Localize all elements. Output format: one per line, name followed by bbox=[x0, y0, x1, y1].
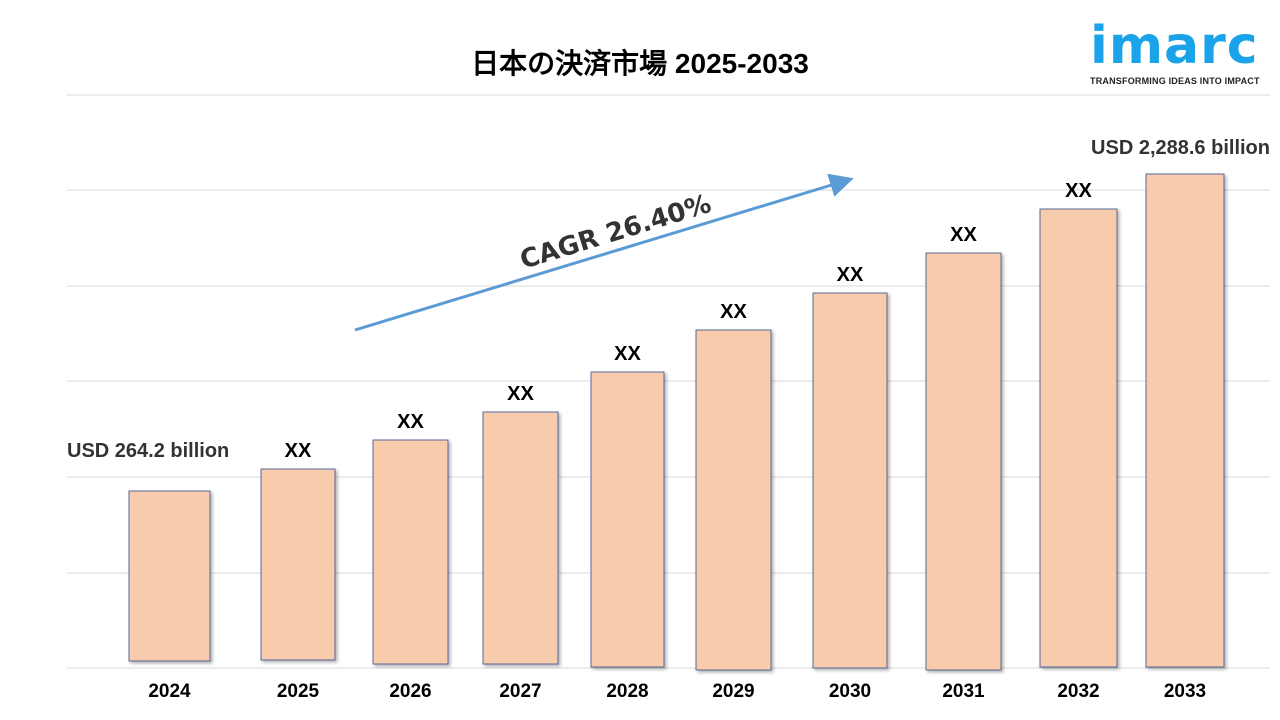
x-tick-label-2028: 2028 bbox=[606, 681, 648, 702]
data-label-2027: XX bbox=[507, 383, 534, 405]
cagr-label: CAGR 26.40% bbox=[517, 189, 715, 276]
cagr-arrow bbox=[354, 173, 854, 332]
data-label-2030: XX bbox=[837, 264, 864, 286]
data-label-2028: XX bbox=[614, 343, 641, 365]
data-label-2025: XX bbox=[285, 440, 312, 462]
data-label-2029: XX bbox=[720, 301, 747, 323]
x-tick-label-2024: 2024 bbox=[148, 681, 191, 702]
data-label-2026: XX bbox=[397, 411, 424, 433]
bar-2024 bbox=[128, 490, 211, 662]
logo-word: imarc bbox=[1090, 16, 1259, 76]
data-label-2033: USD 2,288.6 billion bbox=[1091, 137, 1270, 159]
bar-2032 bbox=[1039, 208, 1118, 668]
bar-2027 bbox=[482, 411, 559, 665]
x-tick-label-2032: 2032 bbox=[1057, 681, 1099, 702]
x-tick-label-2025: 2025 bbox=[277, 681, 320, 702]
data-label-2024: USD 264.2 billion bbox=[67, 440, 229, 462]
data-label-2032: XX bbox=[1065, 180, 1092, 202]
logo-tagline: TRANSFORMING IDEAS INTO IMPACT bbox=[1090, 76, 1260, 86]
data-label-2031: XX bbox=[950, 224, 977, 246]
bar-2026 bbox=[372, 439, 449, 665]
x-tick-label-2029: 2029 bbox=[712, 681, 754, 702]
x-tick-label-2027: 2027 bbox=[499, 681, 541, 702]
bar-2030 bbox=[812, 292, 888, 669]
x-tick-label-2033: 2033 bbox=[1164, 681, 1206, 702]
imarc-logo: imarc TRANSFORMING IDEAS INTO IMPACT bbox=[1090, 18, 1265, 86]
chart-title: 日本の決済市場 2025-2033 bbox=[471, 48, 809, 79]
x-tick-label-2026: 2026 bbox=[389, 681, 431, 702]
x-tick-label-2031: 2031 bbox=[942, 681, 985, 702]
bar-2033 bbox=[1145, 173, 1225, 668]
bar-2031 bbox=[925, 252, 1002, 671]
bar-2025 bbox=[260, 468, 336, 661]
bar-2029 bbox=[695, 329, 772, 671]
bar-2028 bbox=[590, 371, 665, 668]
x-tick-label-2030: 2030 bbox=[829, 681, 871, 702]
